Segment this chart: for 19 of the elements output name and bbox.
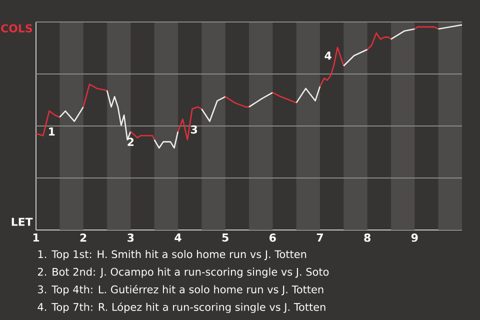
x-tick-label: 3 xyxy=(128,234,134,242)
x-tick-label: 7 xyxy=(316,234,323,242)
annotation: 2 xyxy=(128,138,134,146)
text: LET xyxy=(12,218,33,226)
x-tick-label: 6 xyxy=(270,234,276,242)
x-tick-label: 9 xyxy=(411,234,418,242)
x-tick-label: 1 xyxy=(33,234,40,242)
text: COLS xyxy=(1,24,32,32)
text: 1. Top 1st: H. Smith hit a solo home run vs J. Totten xyxy=(38,250,306,260)
x-tick-label: 4 xyxy=(174,234,182,242)
text: 2. Bot 2nd: J. Ocampo hit a run-scoring single vs J. Soto xyxy=(38,268,329,278)
annotation: 4 xyxy=(324,52,332,60)
text: 3. Top 4th: L. Gutiérrez hit a solo home run vs J. Totten xyxy=(38,284,324,296)
x-tick-label: 5 xyxy=(222,234,228,242)
x-tick-label: 2 xyxy=(80,234,86,242)
x-tick-label: 8 xyxy=(364,234,370,242)
text: 4. Top 7th: R. López hit a run-scoring single vs J. Totten xyxy=(38,302,326,313)
annotation: 3 xyxy=(191,125,198,134)
annotation: 1 xyxy=(49,128,55,136)
